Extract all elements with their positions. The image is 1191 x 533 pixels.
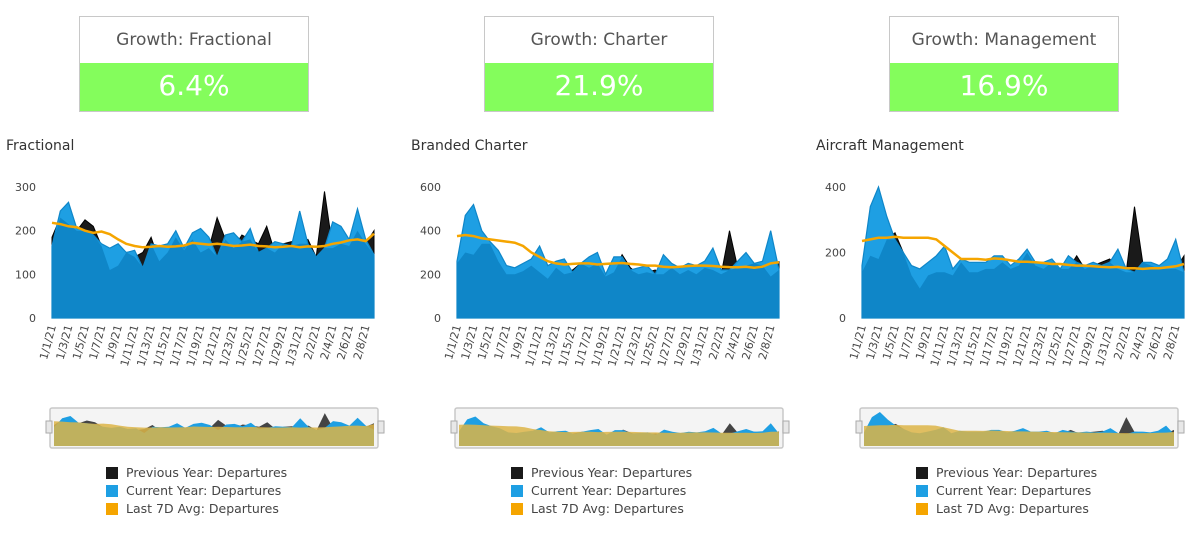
legend-item-previous[interactable]: Previous Year: Departures bbox=[511, 464, 692, 482]
navigator-right-handle bbox=[1177, 420, 1185, 434]
legend-item-previous[interactable]: Previous Year: Departures bbox=[916, 464, 1097, 482]
range-navigator[interactable] bbox=[40, 400, 390, 452]
series-avg-line bbox=[861, 235, 1185, 271]
legend-swatch bbox=[511, 485, 523, 497]
y-tick-label: 0 bbox=[839, 312, 846, 325]
kpi-card: Growth: Charter 21.9% bbox=[484, 16, 714, 112]
y-tick-label: 100 bbox=[15, 268, 36, 281]
panel-fractional: Growth: Fractional 6.4% Fractional 0 100 2… bbox=[0, 0, 400, 533]
y-tick-label: 400 bbox=[825, 181, 846, 194]
legend-label: Current Year: Departures bbox=[936, 483, 1092, 498]
navigator-left-handle bbox=[855, 420, 863, 434]
legend-swatch bbox=[511, 503, 523, 515]
navigator-left-handle bbox=[450, 420, 458, 434]
panel-management: Growth: Management 16.9% Aircraft Manage… bbox=[810, 0, 1191, 533]
range-navigator[interactable] bbox=[445, 400, 795, 452]
legend-item-current[interactable]: Current Year: Departures bbox=[916, 482, 1097, 500]
kpi-value: 21.9% bbox=[485, 63, 713, 111]
y-tick-label: 200 bbox=[825, 247, 846, 260]
navigator-right-handle bbox=[782, 420, 790, 434]
navigator-avg-area bbox=[459, 424, 779, 446]
kpi-title: Growth: Charter bbox=[530, 30, 668, 50]
legend: Previous Year: Departures Current Year: … bbox=[916, 464, 1097, 518]
legend-item-previous[interactable]: Previous Year: Departures bbox=[106, 464, 287, 482]
area-chart[interactable]: 02004001/1/211/3/211/5/211/7/211/9/211/1… bbox=[810, 175, 1190, 390]
y-tick-label: 200 bbox=[420, 268, 441, 281]
legend-swatch bbox=[106, 467, 118, 479]
legend-swatch bbox=[106, 503, 118, 515]
legend-swatch bbox=[106, 485, 118, 497]
kpi-value: 16.9% bbox=[890, 63, 1118, 111]
navigator-avg-area bbox=[54, 421, 374, 446]
series-overlap-area bbox=[52, 217, 374, 318]
legend-label: Current Year: Departures bbox=[531, 483, 687, 498]
kpi-card: Growth: Management 16.9% bbox=[889, 16, 1119, 112]
legend-item-current[interactable]: Current Year: Departures bbox=[511, 482, 692, 500]
series-avg-line bbox=[51, 221, 375, 249]
legend-label: Current Year: Departures bbox=[126, 483, 282, 498]
y-tick-label: 600 bbox=[420, 181, 441, 194]
legend-item-current[interactable]: Current Year: Departures bbox=[106, 482, 287, 500]
range-navigator[interactable] bbox=[850, 400, 1190, 452]
series-overlap-area bbox=[862, 239, 1184, 318]
chart-title: Branded Charter bbox=[411, 138, 528, 154]
navigator-left-handle bbox=[45, 420, 53, 434]
chart-title: Aircraft Management bbox=[816, 138, 964, 154]
legend-item-avg[interactable]: Last 7D Avg: Departures bbox=[106, 500, 287, 518]
kpi-card: Growth: Fractional 6.4% bbox=[79, 16, 309, 112]
panel-charter: Growth: Charter 21.9% Branded Charter 0 2… bbox=[405, 0, 805, 533]
legend-item-avg[interactable]: Last 7D Avg: Departures bbox=[511, 500, 692, 518]
area-chart[interactable]: 01002003001/1/211/3/211/5/211/7/211/9/21… bbox=[0, 175, 400, 390]
y-tick-label: 400 bbox=[420, 225, 441, 238]
legend-label: Last 7D Avg: Departures bbox=[126, 501, 279, 516]
legend-swatch bbox=[916, 467, 928, 479]
navigator-right-handle bbox=[377, 420, 385, 434]
legend-label: Last 7D Avg: Departures bbox=[531, 501, 684, 516]
y-tick-label: 300 bbox=[15, 181, 36, 194]
kpi-title: Growth: Fractional bbox=[116, 30, 272, 50]
legend: Previous Year: Departures Current Year: … bbox=[106, 464, 287, 518]
legend-item-avg[interactable]: Last 7D Avg: Departures bbox=[916, 500, 1097, 518]
area-chart[interactable]: 02004006001/1/211/3/211/5/211/7/211/9/21… bbox=[405, 175, 805, 390]
kpi-value: 6.4% bbox=[80, 63, 308, 111]
kpi-title: Growth: Management bbox=[911, 30, 1097, 50]
y-tick-label: 0 bbox=[29, 312, 36, 325]
legend-swatch bbox=[511, 467, 523, 479]
chart-title: Fractional bbox=[6, 138, 75, 154]
y-tick-label: 200 bbox=[15, 225, 36, 238]
legend-swatch bbox=[916, 503, 928, 515]
series-avg-line bbox=[456, 233, 780, 270]
legend-label: Previous Year: Departures bbox=[531, 465, 693, 480]
legend: Previous Year: Departures Current Year: … bbox=[511, 464, 692, 518]
series-overlap-area bbox=[457, 243, 779, 318]
legend-swatch bbox=[916, 485, 928, 497]
legend-label: Previous Year: Departures bbox=[126, 465, 288, 480]
legend-label: Previous Year: Departures bbox=[936, 465, 1098, 480]
navigator-avg-area bbox=[864, 424, 1174, 446]
y-tick-label: 0 bbox=[434, 312, 441, 325]
legend-label: Last 7D Avg: Departures bbox=[936, 501, 1089, 516]
